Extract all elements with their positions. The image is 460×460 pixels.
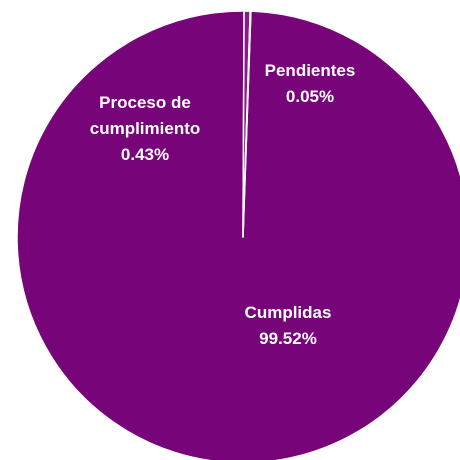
pie-slice [242, 10, 252, 238]
slice-name: Proceso de cumplimiento [89, 93, 201, 138]
slice-value: 0.05% [285, 87, 335, 106]
slice-label: Pendientes 0.05% [230, 58, 390, 110]
slice-value: 99.52% [259, 329, 317, 348]
slice-label: Proceso de cumplimiento 0.43% [80, 90, 210, 168]
pie-slice [16, 10, 460, 460]
slice-value: 0.43% [120, 145, 170, 164]
slice-name: Cumplidas [244, 303, 332, 322]
slice-name: Pendientes [264, 61, 356, 80]
slice-label: Cumplidas 99.52% [208, 300, 368, 352]
